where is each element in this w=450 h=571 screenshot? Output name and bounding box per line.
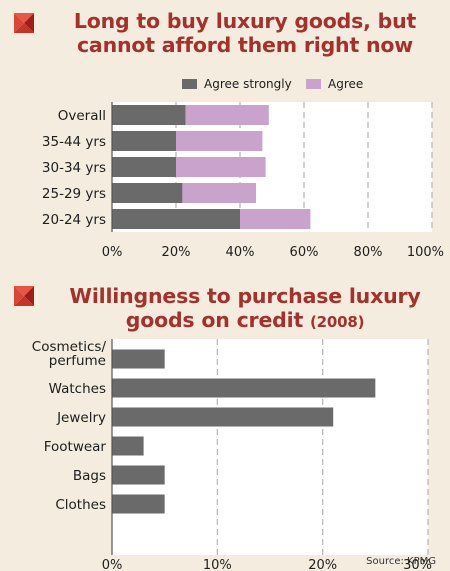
- x-tick-label: 0%: [102, 245, 123, 260]
- bar-segment: [176, 131, 263, 151]
- plot-area: [112, 339, 428, 555]
- chart-panel-2: Willingness to purchase luxury goods on …: [0, 280, 450, 571]
- x-tick-label: 60%: [290, 245, 319, 260]
- bar-segment: [112, 157, 176, 177]
- category-label: Watches: [49, 381, 106, 397]
- bar-segment: [182, 183, 256, 203]
- bar-segment: [112, 131, 176, 151]
- bar-segment: [185, 105, 269, 125]
- bar-segment: [176, 157, 266, 177]
- chart-title-main: Willingness to purchase luxury goods on …: [69, 284, 421, 332]
- x-tick-label: 20%: [308, 558, 337, 571]
- bar-segment: [240, 209, 311, 229]
- category-label: 30-34 yrs: [42, 160, 106, 176]
- category-label-line: Cosmetics/: [32, 339, 107, 355]
- legend-swatch: [182, 79, 197, 89]
- x-tick-label: 30%: [403, 558, 432, 571]
- category-label: Bags: [73, 468, 106, 484]
- legend-label: Agree strongly: [204, 77, 292, 91]
- x-tick-label: 10%: [203, 558, 232, 571]
- category-label: Footwear: [44, 439, 107, 455]
- legend-swatch: [306, 79, 321, 89]
- bar: [112, 494, 165, 514]
- category-label: 25-29 yrs: [42, 186, 106, 202]
- chart-legend: Agree strongly Agree: [182, 77, 363, 91]
- bar-segment: [112, 209, 240, 229]
- chart-title: Willingness to purchase luxury goods on …: [50, 284, 440, 334]
- category-label: Clothes: [55, 497, 106, 513]
- bar: [112, 378, 376, 398]
- bar-chart: Cosmetics/perfume Watches Jewelry Footwear B…: [32, 339, 432, 571]
- bar-segment: [112, 183, 183, 203]
- bar: [112, 349, 165, 369]
- chart-title: Long to buy luxury goods, but cannot aff…: [73, 9, 417, 57]
- red-pyramid-square-icon: [14, 286, 34, 306]
- category-label: 35-44 yrs: [42, 134, 106, 150]
- stacked-bar-chart: Agree strongly Agree Overall 35-44 yrs 30-34…: [42, 77, 444, 260]
- category-label-line: perfume: [49, 353, 106, 369]
- source-note: Source: KPMG: [366, 556, 436, 567]
- bar: [112, 407, 334, 427]
- category-label: Jewelry: [56, 410, 106, 426]
- red-pyramid-square-icon: [14, 13, 34, 33]
- bar: [112, 465, 165, 485]
- category-label: Cosmetics/perfume: [32, 339, 107, 369]
- x-tick-label: 20%: [162, 245, 191, 260]
- bar-segment: [112, 105, 186, 125]
- x-tick-label: 100%: [407, 245, 444, 260]
- x-tick-label: 80%: [354, 245, 383, 260]
- bar: [112, 436, 144, 456]
- legend-label: Agree: [328, 77, 363, 91]
- chart-panel-1: Long to buy luxury goods, but cannot aff…: [0, 0, 450, 270]
- chart-title-year: (2008): [310, 313, 365, 331]
- category-label: 20-24 yrs: [42, 212, 106, 228]
- category-label: Overall: [58, 108, 106, 124]
- x-tick-label: 40%: [226, 245, 255, 260]
- x-tick-label: 0%: [102, 558, 123, 571]
